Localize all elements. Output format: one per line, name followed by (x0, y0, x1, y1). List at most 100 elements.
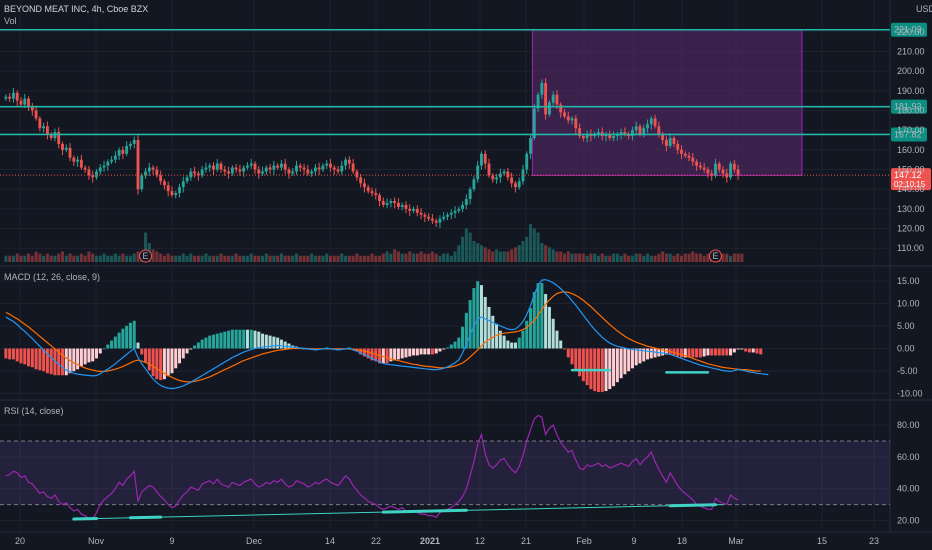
macd-title: MACD (12, 26, close, 9) (4, 272, 100, 282)
macd-panel (4, 278, 769, 393)
macd-histogram-bar (117, 332, 121, 349)
candle-body (12, 92, 15, 99)
macd-histogram-bar (30, 348, 34, 368)
price-tick-label: 200.00 (897, 66, 925, 76)
rsi-low-mark (668, 503, 717, 508)
last-price-tag (891, 168, 931, 191)
volume-bar (604, 255, 608, 262)
volume-bar (121, 253, 125, 262)
macd-histogram-bar (76, 348, 80, 370)
macd-histogram-bar (646, 348, 650, 360)
volume-bar (706, 253, 710, 262)
macd-histogram-bar (11, 348, 15, 360)
volume-bar (298, 255, 302, 262)
earnings-marker[interactable] (708, 249, 722, 263)
candle-body (408, 208, 412, 211)
volume-bar (245, 255, 249, 262)
volume-bar (321, 255, 325, 262)
volume-bar (510, 249, 514, 262)
volume-bar (483, 247, 487, 262)
macd-histogram-bar (468, 299, 472, 349)
macd-histogram-bar (630, 348, 634, 369)
macd-histogram-bar (253, 330, 257, 349)
volume-bar (174, 255, 178, 262)
candle-body (72, 157, 76, 162)
candle-body (57, 132, 61, 144)
volume-bar (423, 253, 427, 262)
candle-body (291, 171, 295, 174)
macd-histogram-bar (702, 348, 706, 357)
volume-bar (253, 255, 257, 262)
volume-bar (359, 255, 363, 262)
macd-histogram-bar (695, 348, 699, 358)
macd-histogram-bar (106, 344, 110, 349)
candle-body (597, 132, 600, 135)
earnings-marker-label: E (143, 251, 149, 261)
zone-rectangle[interactable] (531, 29, 803, 176)
volume-bar (676, 253, 680, 262)
volume-bar (385, 251, 389, 262)
price-tick-label: 150.00 (897, 165, 925, 175)
volume-bar (513, 247, 517, 262)
price-zone[interactable] (531, 29, 803, 176)
candle-body (110, 159, 114, 162)
volume-bar (661, 251, 665, 262)
macd-histogram-bar (230, 329, 234, 349)
volume-bar (596, 255, 600, 262)
candle-body (87, 169, 91, 176)
level-tag-label: 167.82 (894, 129, 922, 139)
volume-bar (547, 247, 551, 262)
volume-bar (525, 236, 529, 262)
macd-histogram-bar (400, 348, 404, 359)
volume-bar (468, 232, 472, 262)
candle-body (317, 167, 321, 170)
volume-bar (396, 251, 400, 262)
macd-histogram-bar (132, 320, 136, 349)
candle-body (491, 175, 495, 180)
volume-bar (11, 255, 15, 262)
volume-bar (381, 253, 385, 262)
macd-histogram-bar (506, 340, 510, 349)
candle-body (551, 94, 555, 103)
volume-bar (374, 255, 378, 262)
candle-body (415, 208, 419, 213)
price-axis[interactable]: 110.00 120.00 130.00 140.00 150.00 160.00 170.… (897, 27, 925, 526)
candle-body (38, 118, 42, 129)
candle-body (27, 98, 30, 107)
macd-histogram-bar (370, 348, 374, 361)
macd-histogram-bar (393, 348, 397, 361)
candle-body (559, 104, 563, 113)
macd-histogram-bar (585, 348, 589, 386)
macd-histogram-bar (113, 336, 117, 349)
volume-bar (102, 253, 106, 262)
time-axis[interactable]: 20 Nov 9 Dec 14 22 2021 12 21 Feb 9 18 Mar 15 23 (15, 536, 879, 546)
candle-body (427, 216, 431, 219)
volume-bar (408, 251, 412, 262)
macd-histogram-bar (94, 348, 98, 359)
candle-body (374, 193, 378, 196)
earnings-marker[interactable] (139, 249, 153, 263)
macd-histogram-bar (608, 348, 612, 390)
candle-body (638, 126, 642, 135)
candle-body (608, 134, 612, 139)
volume-bar (144, 232, 148, 262)
candle-body (513, 183, 517, 188)
volume-bar (702, 255, 706, 262)
candle-body (657, 126, 661, 135)
candle-body (113, 155, 117, 160)
volume-bar (619, 255, 623, 262)
macd-histogram-bar (751, 348, 755, 353)
macd-histogram-bar (144, 348, 148, 363)
candle-body (8, 96, 12, 99)
candle-body (95, 171, 98, 178)
volume-bar (498, 251, 502, 262)
macd-histogram-bar (729, 348, 733, 356)
macd-histogram-bar (49, 348, 53, 375)
candle-body (344, 159, 348, 166)
volume-bar (170, 255, 174, 262)
candle-body (396, 202, 400, 207)
price-tick-label: 160.00 (897, 145, 925, 155)
candle-body (563, 112, 566, 117)
